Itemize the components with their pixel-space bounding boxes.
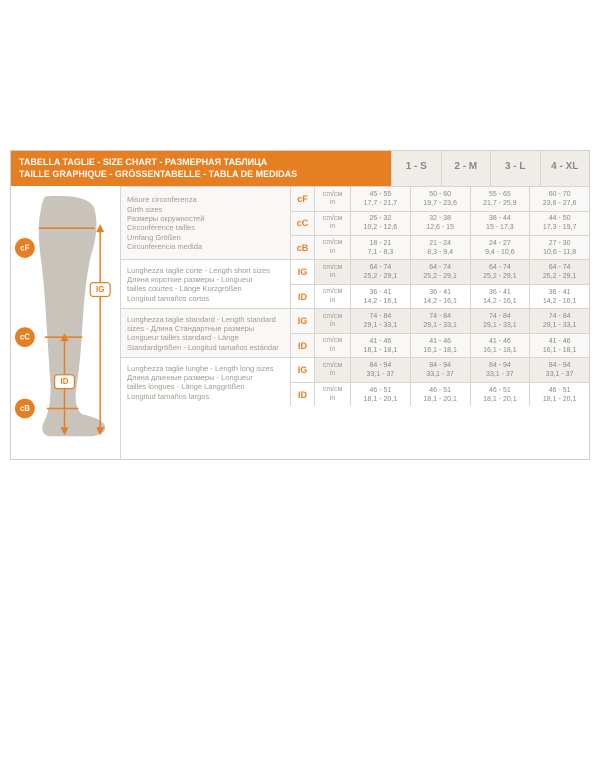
header-size-4: 4 - XL [540,151,590,186]
section-desc: Lunghezza taglie standard - Length stand… [121,309,290,357]
unit-cell: cm/cмin [315,235,350,259]
value-cell: 26 - 3210,2 - 12,6 [351,211,410,235]
value-cell: 36 - 4114,2 - 16,1 [411,284,470,309]
unit-cell: cm/cмin [315,309,350,333]
value-cell: 64 - 7425,2 - 29,1 [411,260,470,284]
value-cell: 50 - 6019,7 - 23,6 [411,187,470,210]
value-cell: 60 - 7023,6 - 27,6 [530,187,589,210]
code-IG: IG [291,260,314,284]
value-cell: 36 - 4114,2 - 16,1 [530,284,589,309]
section-desc: Lunghezza taglie corte - Length short si… [121,260,290,308]
svg-text:cB: cB [20,404,30,413]
size-chart-table: TABELLA TAGLIE - SIZE CHART - РАЗМЕРНАЯ … [10,150,590,460]
header-row: TABELLA TAGLIE - SIZE CHART - РАЗМЕРНАЯ … [11,151,589,186]
unit-cell: cm/cмin [315,382,350,407]
unit-cell: cm/cмin [315,211,350,235]
value-cell: 41 - 4616,1 - 18,1 [471,333,530,358]
svg-text:IG: IG [96,285,104,294]
section-0: Misure circonferenzaGirth sizesРазмеры о… [121,186,589,259]
header-title-line2: TAILLE GRAPHIQUE - GRÖSSENTABELLE - TABL… [19,169,297,179]
section-1: Lunghezza taglie corte - Length short si… [121,259,589,308]
header-size-2: 2 - M [441,151,491,186]
sections-container: Misure circonferenzaGirth sizesРазмеры о… [121,186,589,459]
value-cell: 44 - 5017,3 - 19,7 [530,211,589,235]
section-desc: Lunghezza taglie lunghe - Length long si… [121,358,290,406]
value-cell: 46 - 5118,1 - 20,1 [530,382,589,407]
value-cell: 74 - 8429,1 - 33,1 [411,309,470,333]
value-cell: 18 - 217,1 - 8,3 [351,235,410,259]
section-2: Lunghezza taglie standard - Length stand… [121,308,589,357]
value-cell: 27 - 3010,6 - 11,8 [530,235,589,259]
unit-cell: cm/cмin [315,187,350,210]
value-cell: 84 - 9433,1 - 37 [351,358,410,382]
unit-cell: cm/cмin [315,284,350,309]
unit-cell: cm/cмin [315,333,350,358]
value-cell: 55 - 6521,7 - 25,9 [471,187,530,210]
header-size-3: 3 - L [490,151,540,186]
code-cF: cF [291,187,314,210]
value-cell: 41 - 4616,1 - 18,1 [411,333,470,358]
code-ID: ID [291,284,314,309]
value-cell: 64 - 7425,2 - 29,1 [471,260,530,284]
header-title-line1: TABELLA TAGLIE - SIZE CHART - РАЗМЕРНАЯ … [19,157,267,167]
header-title: TABELLA TAGLIE - SIZE CHART - РАЗМЕРНАЯ … [11,151,391,186]
value-cell: 84 - 9433,1 - 37 [411,358,470,382]
svg-text:cC: cC [20,333,30,342]
value-cell: 64 - 7425,2 - 29,1 [351,260,410,284]
code-ID: ID [291,333,314,358]
section-desc: Misure circonferenzaGirth sizesРазмеры о… [121,187,290,259]
value-cell: 24 - 279,4 - 10,6 [471,235,530,259]
value-cell: 36 - 4114,2 - 16,1 [471,284,530,309]
value-cell: 46 - 5118,1 - 20,1 [471,382,530,407]
value-cell: 84 - 9433,1 - 37 [530,358,589,382]
value-cell: 32 - 3812,6 - 15 [411,211,470,235]
value-cell: 46 - 5118,1 - 20,1 [411,382,470,407]
code-ID: ID [291,382,314,407]
code-IG: IG [291,309,314,333]
code-cC: cC [291,211,314,235]
leg-diagram: cF cC cB IG ID [11,186,121,459]
unit-cell: cm/cмin [315,358,350,382]
value-cell: 21 - 248,3 - 9,4 [411,235,470,259]
value-cell: 74 - 8429,1 - 33,1 [471,309,530,333]
svg-text:cF: cF [20,244,29,253]
value-cell: 84 - 9433,1 - 37 [471,358,530,382]
header-size-1: 1 - S [391,151,441,186]
unit-cell: cm/cмin [315,260,350,284]
value-cell: 45 - 5517,7 - 21,7 [351,187,410,210]
code-cB: cB [291,235,314,259]
value-cell: 36 - 4114,2 - 16,1 [351,284,410,309]
value-cell: 74 - 8429,1 - 33,1 [530,309,589,333]
value-cell: 46 - 5118,1 - 20,1 [351,382,410,407]
value-cell: 38 - 4415 - 17,3 [471,211,530,235]
code-IG: IG [291,358,314,382]
value-cell: 74 - 8429,1 - 33,1 [351,309,410,333]
section-3: Lunghezza taglie lunghe - Length long si… [121,357,589,406]
value-cell: 41 - 4616,1 - 18,1 [351,333,410,358]
svg-text:ID: ID [61,378,69,387]
value-cell: 64 - 7425,2 - 29,1 [530,260,589,284]
value-cell: 41 - 4616,1 - 18,1 [530,333,589,358]
